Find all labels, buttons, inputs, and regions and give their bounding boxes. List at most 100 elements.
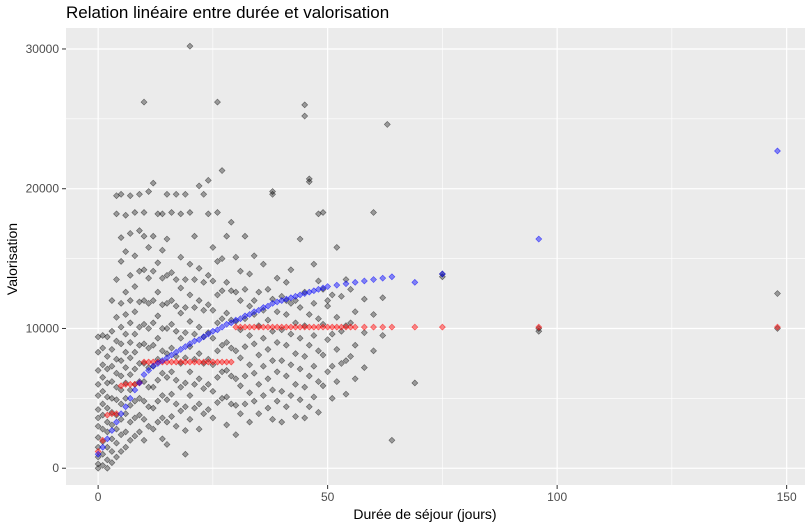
observed-point — [223, 232, 231, 240]
linear-fit-point — [154, 359, 162, 367]
step-fit-point — [232, 323, 240, 331]
observed-point — [99, 373, 107, 381]
observed-point — [269, 295, 276, 303]
observed-point — [113, 439, 120, 447]
observed-point — [103, 464, 111, 472]
observed-point — [154, 397, 162, 405]
observed-point — [126, 192, 134, 200]
observed-point — [186, 318, 194, 325]
observed-point — [136, 323, 143, 331]
observed-point — [319, 382, 327, 390]
observed-point — [204, 406, 212, 413]
observed-point — [172, 376, 180, 384]
observed-point — [108, 435, 116, 443]
observed-point — [122, 330, 130, 338]
observed-point — [140, 232, 148, 240]
observed-point — [351, 308, 359, 316]
observed-point — [126, 371, 134, 379]
step-fit-point — [255, 323, 263, 331]
observed-point — [296, 304, 304, 311]
linear-fit-point — [227, 319, 235, 327]
observed-point — [195, 297, 203, 304]
y-axis: 0 10000 20000 30000 — [26, 42, 66, 475]
step-fit-point — [535, 323, 543, 331]
observed-point — [131, 414, 139, 422]
linear-fit-point — [370, 276, 377, 283]
observed-point — [140, 297, 148, 304]
observed-point — [191, 232, 198, 240]
observed-point — [136, 394, 143, 402]
observed-point — [259, 362, 267, 370]
observed-point — [324, 302, 332, 310]
observed-point — [158, 347, 166, 355]
observed-point — [103, 333, 111, 341]
observed-point — [259, 260, 267, 268]
observed-point — [99, 387, 107, 395]
observed-point — [168, 344, 175, 352]
step-fit-point — [145, 358, 153, 366]
observed-point — [113, 396, 120, 404]
observed-point — [126, 230, 134, 237]
step-fit-point — [324, 323, 332, 331]
observed-point — [337, 359, 345, 367]
observed-point — [154, 312, 162, 320]
observed-point — [186, 368, 194, 376]
linear-fit-point — [411, 278, 419, 286]
observed-point — [99, 411, 107, 419]
observed-point — [163, 299, 171, 307]
observed-point — [158, 246, 166, 254]
observed-point — [131, 330, 139, 338]
observed-point — [126, 386, 134, 394]
observed-point — [296, 235, 304, 243]
observed-point — [347, 285, 355, 293]
observed-point — [117, 415, 125, 423]
observed-point — [163, 396, 171, 404]
observed-point — [370, 209, 377, 216]
observed-point — [103, 456, 111, 464]
observed-point — [186, 260, 194, 268]
observed-point — [186, 209, 194, 216]
observed-point — [168, 413, 175, 420]
step-fit-point — [168, 358, 175, 366]
observed-point — [774, 325, 781, 332]
observed-point — [282, 311, 290, 318]
step-fit-point — [209, 358, 217, 366]
linear-fit-point — [333, 281, 341, 289]
observed-point — [126, 339, 134, 346]
step-fit-point — [337, 323, 345, 331]
linear-fit-point — [149, 362, 157, 370]
step-fit-point — [333, 323, 341, 331]
observed-point — [195, 323, 203, 331]
step-fit-point — [774, 323, 781, 331]
major-gridlines — [66, 28, 805, 485]
observed-point — [99, 400, 107, 408]
observed-point — [177, 253, 185, 261]
observed-point — [342, 276, 350, 283]
step-fit-point — [204, 358, 212, 366]
observed-point — [232, 288, 240, 296]
observed-point — [264, 285, 272, 293]
observed-point — [108, 448, 116, 455]
linear-fit-point — [255, 306, 263, 314]
linear-fit-point — [122, 403, 130, 411]
observed-point — [117, 234, 125, 242]
observed-point — [149, 179, 157, 187]
linear-fit-point — [360, 277, 368, 285]
observed-point — [204, 301, 212, 309]
observed-point — [181, 329, 189, 337]
observed-point — [94, 414, 102, 422]
y-tick-label: 10000 — [26, 321, 60, 335]
observed-point — [273, 274, 281, 282]
observed-point — [388, 436, 396, 444]
observed-point — [163, 441, 171, 448]
observed-point — [200, 190, 208, 198]
observed-point — [319, 209, 327, 216]
observed-point — [158, 210, 166, 218]
observed-point — [273, 308, 281, 316]
observed-point — [103, 443, 111, 451]
observed-point — [223, 393, 231, 401]
observed-point — [117, 190, 125, 198]
observed-point — [209, 387, 217, 395]
observed-point — [117, 431, 125, 439]
observed-point — [163, 418, 171, 426]
